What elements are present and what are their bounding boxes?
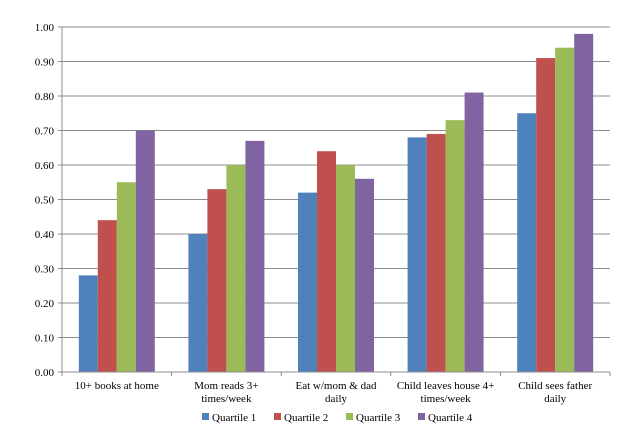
legend-label: Quartile 4 <box>428 412 473 424</box>
bar-quartile-2-cat-5 <box>536 58 556 373</box>
bar-quartile-1-cat-1 <box>78 275 98 372</box>
legend-swatch <box>274 413 281 420</box>
bar-quartile-1-cat-5 <box>517 113 537 372</box>
bar-quartile-2-cat-4 <box>426 133 446 372</box>
y-tick-label: 0.80 <box>35 91 55 103</box>
bar-quartile-4-cat-4 <box>464 92 484 373</box>
bar-quartile-4-cat-3 <box>355 178 374 372</box>
bar-quartile-3-cat-3 <box>336 165 355 372</box>
x-category-label: daily <box>325 393 347 405</box>
bar-quartile-3-cat-1 <box>116 182 136 372</box>
y-tick-labels: 0.00 0.10 0.20 0.30 0.40 0.50 0.60 0.70 0.80 0.90… <box>35 22 55 379</box>
legend-swatch <box>346 413 353 420</box>
x-category-label: times/week <box>201 393 252 405</box>
y-tick-label: 0.70 <box>35 126 55 138</box>
x-category-label: Child sees father <box>518 380 592 392</box>
bar-quartile-4-cat-1 <box>135 130 155 372</box>
y-tick-label: 0.40 <box>35 229 55 241</box>
y-tick-label: 1.00 <box>35 22 55 34</box>
bar-quartile-1-cat-3 <box>298 192 317 372</box>
y-tick-label: 0.90 <box>35 57 55 69</box>
x-category-label: 10+ books at home <box>75 380 159 392</box>
bars <box>78 33 594 373</box>
bar-quartile-4-cat-5 <box>574 33 594 373</box>
legend-label: Quartile 1 <box>212 412 256 424</box>
bar-quartile-1-cat-4 <box>407 137 427 372</box>
bar-quartile-3-cat-5 <box>555 47 575 372</box>
bar-quartile-1-cat-2 <box>188 234 208 372</box>
y-tick-label: 0.60 <box>35 160 55 172</box>
y-tick-label: 0.10 <box>35 333 55 345</box>
bar-quartile-4-cat-2 <box>245 140 265 372</box>
y-tick-label: 0.20 <box>35 298 55 310</box>
bar-quartile-2-cat-1 <box>97 220 117 372</box>
x-category-label: Eat w/mom & dad <box>296 380 377 392</box>
legend-swatch <box>202 413 209 420</box>
x-category-label: daily <box>544 393 566 405</box>
bar-quartile-3-cat-4 <box>445 120 465 373</box>
y-tick-label: 0.00 <box>35 367 55 379</box>
y-tick-label: 0.50 <box>35 195 55 207</box>
legend-swatch <box>418 413 425 420</box>
x-category-label: Mom reads 3+ <box>194 380 258 392</box>
bar-quartile-2-cat-2 <box>207 189 227 372</box>
x-category-label: times/week <box>421 393 472 405</box>
legend-label: Quartile 2 <box>284 412 328 424</box>
axes <box>61 27 610 373</box>
category-labels: 10+ books at home Mom reads 3+times/weekE… <box>75 380 593 405</box>
bar-quartile-3-cat-2 <box>226 165 246 372</box>
legend-label: Quartile 3 <box>356 412 401 424</box>
y-tick-label: 0.30 <box>35 264 55 276</box>
x-category-label: Child leaves house 4+ <box>397 380 495 392</box>
legend: Quartile 1 Quartile 2 Quartile 3 Quartile 4 <box>202 412 473 424</box>
bar-quartile-2-cat-3 <box>317 151 336 372</box>
